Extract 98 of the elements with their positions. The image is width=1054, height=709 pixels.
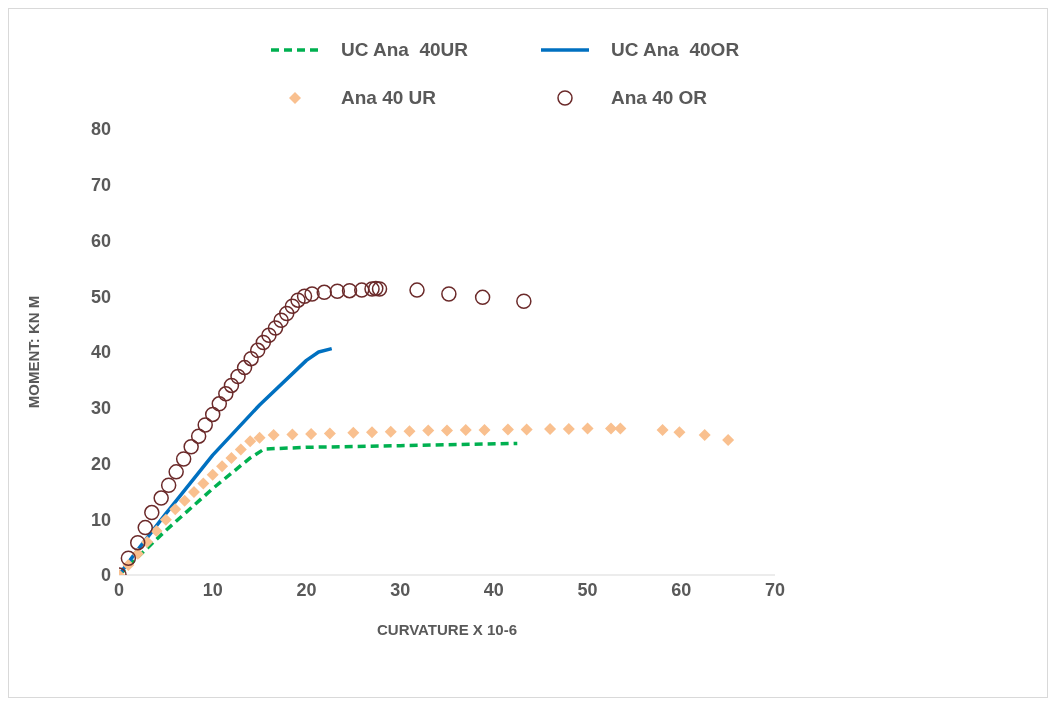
point xyxy=(223,377,240,394)
point xyxy=(236,359,253,376)
x-tick-label: 70 xyxy=(764,579,786,600)
point xyxy=(614,422,627,435)
point xyxy=(562,422,575,435)
point xyxy=(368,280,384,297)
point xyxy=(422,424,435,437)
point xyxy=(230,368,246,385)
x-tick-label: 40 xyxy=(483,579,504,600)
y-axis-title: MOMENT: KN M xyxy=(25,295,43,409)
point xyxy=(501,423,514,436)
point xyxy=(347,426,360,439)
x-tick-label: 30 xyxy=(390,579,411,600)
point xyxy=(225,451,238,464)
point xyxy=(364,281,380,297)
point xyxy=(290,292,306,308)
point xyxy=(218,386,234,402)
point xyxy=(169,503,182,516)
point xyxy=(183,439,199,455)
point xyxy=(273,312,289,328)
point xyxy=(279,305,295,322)
point xyxy=(129,534,146,551)
point xyxy=(234,443,247,456)
y-tick-label: 30 xyxy=(90,398,111,419)
point xyxy=(366,426,379,439)
y-tick-label: 60 xyxy=(90,230,111,251)
point xyxy=(261,327,277,344)
x-tick-label: 50 xyxy=(577,579,598,600)
y-tick-label: 10 xyxy=(90,509,111,530)
point xyxy=(190,428,207,444)
point xyxy=(441,286,457,302)
point xyxy=(243,350,259,367)
legend-label: Ana 40 UR xyxy=(341,87,437,109)
point xyxy=(305,427,318,440)
point xyxy=(673,426,686,439)
point xyxy=(296,288,313,304)
point xyxy=(520,423,533,436)
point xyxy=(120,550,137,567)
point xyxy=(478,424,491,437)
point xyxy=(168,464,184,480)
point xyxy=(474,289,491,306)
point xyxy=(698,429,711,442)
line-series xyxy=(119,346,334,575)
point xyxy=(581,422,594,435)
point xyxy=(159,513,172,526)
point xyxy=(605,422,617,435)
point xyxy=(341,282,358,299)
point xyxy=(516,293,532,310)
y-tick-label: 80 xyxy=(90,119,111,140)
point xyxy=(316,284,332,301)
point xyxy=(206,468,219,481)
point xyxy=(187,485,200,498)
point xyxy=(211,396,228,412)
point xyxy=(144,504,160,521)
point xyxy=(267,429,280,442)
point xyxy=(544,422,557,435)
point xyxy=(249,342,266,359)
point xyxy=(722,434,735,447)
point xyxy=(137,519,153,536)
point xyxy=(267,320,284,336)
legend-label: UC Ana 40UR xyxy=(341,39,469,61)
legend-label: UC Ana 40OR xyxy=(611,39,740,61)
point xyxy=(160,477,177,493)
point xyxy=(304,286,320,302)
point xyxy=(216,460,229,473)
x-tick-label: 20 xyxy=(296,579,317,600)
point xyxy=(197,477,210,490)
point xyxy=(253,431,266,444)
point xyxy=(656,424,669,437)
point xyxy=(323,427,336,440)
point xyxy=(175,451,192,467)
point xyxy=(371,281,388,297)
point xyxy=(284,298,301,315)
point xyxy=(409,282,425,298)
y-tick-label: 40 xyxy=(90,342,111,363)
x-tick-label: 10 xyxy=(202,579,223,600)
y-tick-label: 50 xyxy=(90,286,111,307)
point xyxy=(153,490,169,506)
point xyxy=(403,425,416,438)
point xyxy=(384,425,397,438)
point xyxy=(255,334,272,351)
x-tick-label: 60 xyxy=(671,579,692,600)
point xyxy=(178,494,191,507)
point xyxy=(459,424,472,437)
point xyxy=(244,435,257,448)
point xyxy=(204,406,221,423)
x-tick-label: 0 xyxy=(113,579,125,600)
legend-label: Ana 40 OR xyxy=(611,87,708,109)
point xyxy=(286,428,299,441)
y-tick-label: 20 xyxy=(90,453,111,474)
point xyxy=(197,417,213,433)
x-axis-title: CURVATURE X 10-6 xyxy=(376,621,518,638)
point xyxy=(150,524,163,537)
y-tick-label: 70 xyxy=(90,175,111,196)
y-tick-label: 0 xyxy=(100,565,111,586)
point xyxy=(329,283,346,299)
point xyxy=(353,282,370,298)
point xyxy=(441,424,453,437)
